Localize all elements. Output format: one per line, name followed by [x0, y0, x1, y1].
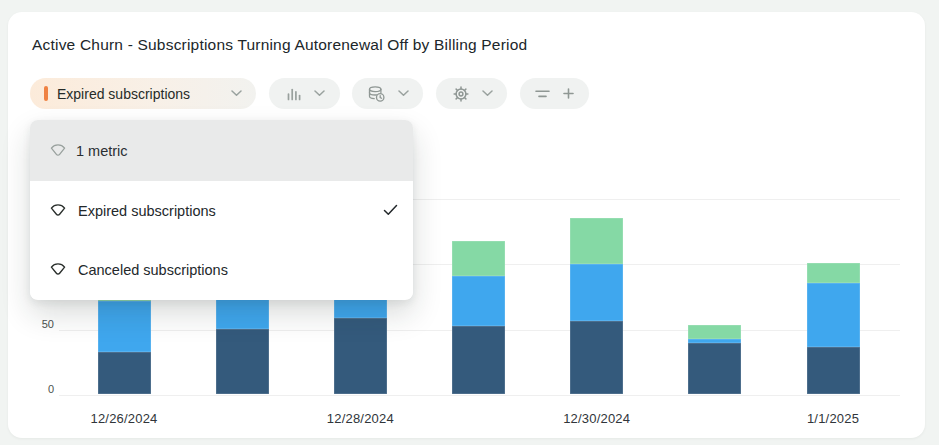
chevron-down-icon	[314, 90, 325, 97]
x-axis-tick-label: 12/26/2024	[90, 411, 157, 426]
bar-segment-navy[interactable]	[98, 352, 151, 394]
metric-gauge-icon	[48, 260, 68, 279]
metric-dropdown-menu: 1 metric Expired subscriptions Canceled …	[30, 120, 413, 300]
filter-button[interactable]	[520, 78, 589, 109]
chart-type-button[interactable]	[269, 78, 340, 109]
gear-icon	[451, 84, 471, 104]
bar-segment-blue[interactable]	[452, 276, 505, 326]
chevron-down-icon	[482, 90, 493, 97]
dropdown-item-label: Expired subscriptions	[78, 203, 373, 219]
bar-segment-green[interactable]	[807, 263, 860, 283]
stacked-bar-12-26-2024[interactable]	[98, 292, 151, 394]
y-axis-tick-label: 0	[32, 383, 54, 395]
bar-segment-navy[interactable]	[570, 321, 623, 394]
data-source-button[interactable]	[352, 78, 423, 109]
bar-segment-green[interactable]	[452, 241, 505, 276]
dropdown-item-expired-subscriptions[interactable]: Expired subscriptions	[30, 181, 413, 240]
bar-segment-navy[interactable]	[452, 326, 505, 394]
bar-chart-icon	[285, 85, 303, 103]
dropdown-item-label: Canceled subscriptions	[78, 262, 398, 278]
bar-segment-green[interactable]	[688, 325, 741, 339]
bar-segment-blue[interactable]	[98, 301, 151, 352]
stacked-bar-12-30-2024[interactable]	[570, 218, 623, 394]
y-axis-tick-label: 50	[32, 318, 54, 330]
settings-button[interactable]	[436, 78, 507, 109]
dropdown-item-canceled-subscriptions[interactable]: Canceled subscriptions	[30, 240, 413, 299]
metric-dropdown-header[interactable]: 1 metric	[30, 120, 413, 181]
plus-icon	[563, 88, 574, 99]
stacked-bar-12-29-2024[interactable]	[452, 241, 505, 394]
x-axis-tick-label: 1/1/2025	[807, 411, 859, 426]
metric-gauge-icon	[48, 141, 68, 160]
metric-selector-button[interactable]: Expired subscriptions	[30, 78, 256, 109]
bar-segment-navy[interactable]	[807, 347, 860, 394]
metric-count-label: 1 metric	[76, 143, 128, 159]
checkmark-icon	[383, 202, 398, 220]
filter-icon	[535, 89, 550, 99]
metric-selector-label: Expired subscriptions	[57, 86, 222, 102]
database-clock-icon	[366, 84, 387, 104]
metric-accent-bar	[44, 86, 48, 101]
x-axis-tick-label: 12/30/2024	[563, 411, 630, 426]
bar-segment-navy[interactable]	[688, 343, 741, 394]
metric-gauge-icon	[48, 201, 68, 220]
bar-segment-blue[interactable]	[570, 264, 623, 320]
bar-segment-green[interactable]	[570, 218, 623, 264]
bar-segment-blue[interactable]	[807, 283, 860, 347]
stacked-bar-1-1-2025[interactable]	[807, 263, 860, 394]
chevron-down-icon	[398, 90, 409, 97]
chevron-down-icon	[231, 90, 242, 97]
gridline	[59, 395, 900, 396]
stacked-bar-12-31-2024[interactable]	[688, 325, 741, 394]
bar-segment-navy[interactable]	[334, 318, 387, 394]
bar-segment-navy[interactable]	[216, 329, 269, 395]
x-axis-tick-label: 12/28/2024	[327, 411, 394, 426]
dashboard: Active Churn - Subscriptions Turning Aut…	[0, 0, 939, 445]
page-title: Active Churn - Subscriptions Turning Aut…	[32, 36, 527, 54]
